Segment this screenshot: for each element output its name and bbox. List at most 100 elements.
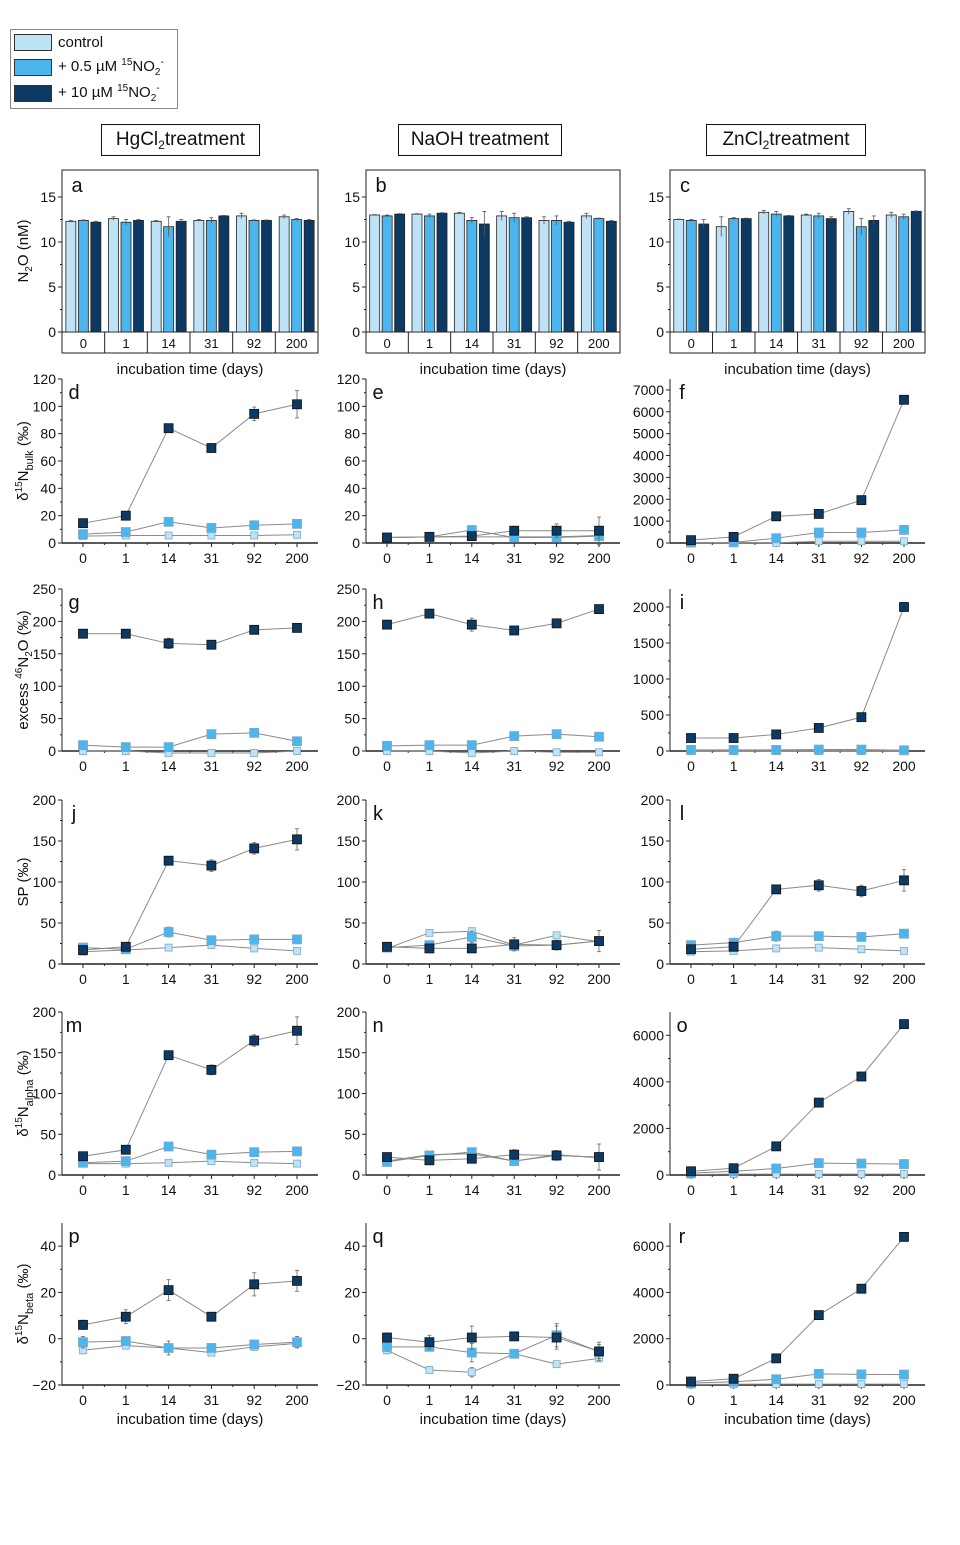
data-point (249, 520, 260, 531)
data-point (771, 931, 782, 942)
data-point (551, 1332, 562, 1343)
x-tick-label: 31 (204, 336, 218, 351)
bar (496, 215, 508, 333)
data-point (899, 1231, 909, 1242)
data-point (728, 1163, 739, 1174)
data-point (899, 745, 909, 756)
data-point (594, 604, 604, 614)
data-point (78, 518, 88, 529)
data-point (249, 934, 260, 945)
data-point (120, 1144, 131, 1155)
series-line (386, 733, 600, 747)
y-tick-label: 0 (352, 324, 360, 340)
data-point (813, 723, 824, 733)
data-point (551, 729, 562, 740)
bar (411, 213, 423, 333)
y-tick-label: 4000 (633, 1074, 664, 1090)
x-tick-label: 92 (854, 336, 868, 351)
y-tick-label: 250 (337, 581, 361, 597)
data-point (250, 1158, 259, 1167)
y-tick-label: 150 (337, 833, 361, 849)
y-axis-label-part: alpha (24, 1079, 36, 1107)
data-point (771, 1141, 782, 1152)
bar (855, 226, 867, 333)
x-tick-label: 200 (286, 336, 308, 351)
x-tick-label: 14 (464, 758, 480, 774)
legend-swatch-low-nitrite (14, 58, 52, 76)
y-axis-label: excess 46N2O (‰) (14, 610, 35, 729)
bar (150, 220, 162, 333)
x-tick-label: 92 (549, 971, 565, 987)
y-tick-label: 0 (352, 956, 360, 972)
x-tick-label: 1 (730, 1182, 738, 1198)
x-tick-label: 1 (730, 336, 737, 351)
y-axis-label-part: O (nM) (15, 219, 32, 266)
data-point (509, 625, 520, 636)
series-line (690, 1373, 905, 1384)
series-line (386, 1154, 600, 1161)
bar (133, 219, 144, 333)
data-point (466, 943, 477, 954)
series-line (83, 1160, 298, 1165)
data-point (292, 518, 302, 529)
data-point (728, 531, 739, 542)
panel-letter: o (676, 1015, 687, 1037)
column-title-zncl2: ZnCl 2 treatment (706, 124, 866, 156)
legend-swatch-high-nitrite (14, 84, 52, 102)
y-axis-label-part: 2 (24, 651, 35, 657)
data-point (509, 1149, 520, 1160)
x-tick-label: 31 (204, 758, 220, 774)
data-point (292, 622, 302, 633)
data-point (814, 1380, 823, 1388)
x-tick-label: 1 (426, 1182, 434, 1198)
data-point (899, 1019, 909, 1030)
x-tick-label: 31 (506, 1182, 522, 1198)
data-point (856, 886, 867, 896)
y-tick-label: 200 (33, 1004, 57, 1020)
series-line (82, 521, 298, 535)
series-line (690, 1236, 905, 1383)
bar (77, 219, 89, 333)
panel-letter: h (372, 592, 383, 614)
data-point (163, 855, 174, 866)
y-tick-label: 50 (40, 711, 56, 727)
x-tick-label: 1 (426, 336, 433, 351)
x-tick-label: 92 (854, 758, 870, 774)
y-tick-label: 200 (337, 1004, 361, 1020)
y-tick-label: 120 (33, 371, 57, 387)
x-tick-label: 200 (587, 758, 611, 774)
x-tick-label: 1 (730, 971, 738, 987)
y-tick-label: 5 (352, 279, 360, 295)
series-line (690, 947, 905, 953)
y-axis-label-part: (‰) (15, 1264, 32, 1293)
data-point (813, 744, 824, 755)
x-tick-label: 31 (811, 971, 827, 987)
bar (740, 218, 752, 333)
y-tick-label: 20 (40, 508, 56, 524)
bar (783, 215, 795, 333)
x-tick-label: 1 (122, 758, 130, 774)
x-tick-label: 200 (587, 1392, 611, 1408)
data-point (813, 1097, 824, 1108)
data-point (813, 1368, 824, 1379)
y-tick-label: 50 (344, 1126, 360, 1142)
data-point (857, 945, 866, 954)
data-point (250, 749, 259, 757)
panel-b: 0 5 10 15 0 1 14 31 92 200 b incubation time (days) (344, 169, 621, 378)
y-tick-label: 150 (641, 833, 665, 849)
bar (303, 219, 315, 333)
x-tick-label: 14 (161, 1392, 177, 1408)
data-point (249, 843, 260, 854)
x-tick-label: 200 (892, 971, 916, 987)
x-tick-label: 14 (161, 336, 175, 351)
data-point (163, 1050, 174, 1061)
bar (563, 221, 575, 333)
data-point (509, 525, 520, 536)
x-tick-label: 92 (246, 1182, 262, 1198)
x-tick-label: 1 (426, 758, 434, 774)
data-point (686, 1376, 696, 1387)
panel-f: 0 1000 2000 3000 4000 5000 6000 7000 0 1 14 31 92 200… (633, 379, 925, 566)
y-tick-label: 150 (33, 646, 57, 662)
data-point (425, 928, 434, 937)
